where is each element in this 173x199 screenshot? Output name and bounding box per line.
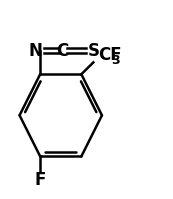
Text: S: S [88,42,100,60]
Text: N: N [29,42,43,60]
Text: CF: CF [98,46,122,64]
Text: F: F [34,171,46,189]
Text: 3: 3 [111,54,120,66]
Text: C: C [56,42,69,60]
